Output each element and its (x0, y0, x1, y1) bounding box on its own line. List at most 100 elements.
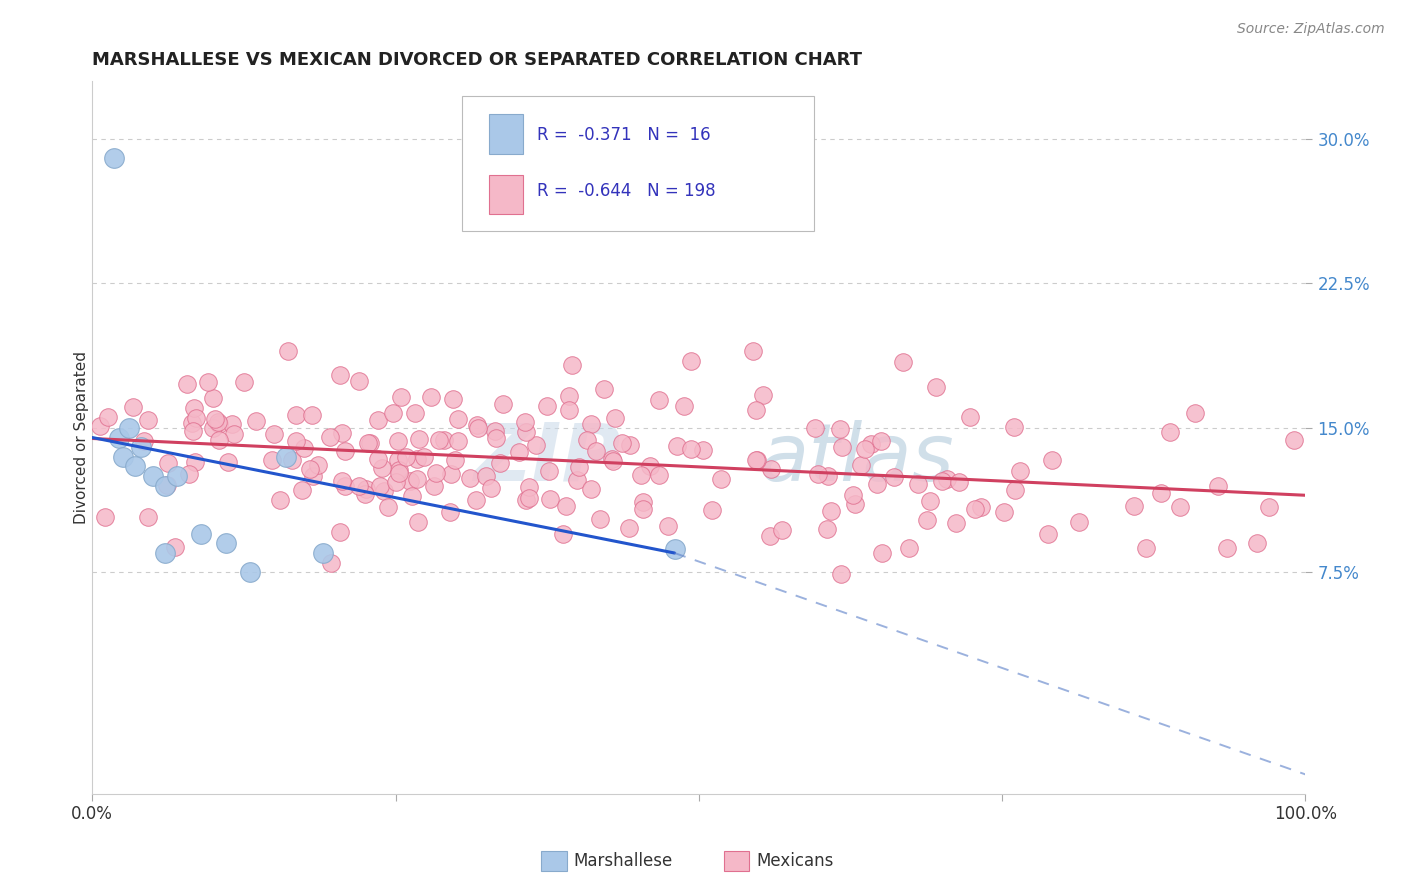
Point (176, 377, 198, 392)
Point (915, 512, 938, 526)
Point (517, 480, 540, 494)
Point (1168, 500, 1191, 515)
Point (993, 505, 1015, 519)
Point (464, 492, 486, 507)
Point (492, 396, 515, 410)
Point (387, 434, 409, 448)
Point (395, 450, 418, 464)
Point (263, 426, 285, 441)
Point (1216, 541, 1239, 556)
Point (108, 430, 131, 444)
Point (666, 439, 689, 453)
FancyBboxPatch shape (463, 95, 814, 231)
Point (851, 458, 873, 473)
Point (585, 443, 607, 458)
Point (156, 477, 179, 491)
Point (388, 463, 411, 477)
Point (136, 510, 159, 524)
Point (657, 519, 679, 533)
Point (931, 474, 953, 488)
Point (356, 436, 378, 450)
Point (870, 546, 893, 560)
Point (579, 417, 602, 431)
Point (319, 430, 342, 444)
Point (367, 451, 389, 466)
Point (354, 482, 377, 496)
Point (217, 455, 239, 469)
Point (388, 466, 411, 480)
Point (406, 515, 429, 529)
Point (208, 433, 231, 447)
Point (330, 425, 353, 440)
Point (433, 433, 456, 447)
Point (605, 411, 627, 425)
Point (1208, 478, 1230, 492)
Point (538, 492, 561, 507)
Point (312, 546, 335, 560)
Point (575, 433, 598, 447)
Point (970, 500, 993, 515)
Point (166, 469, 188, 483)
Point (299, 462, 322, 476)
Point (485, 431, 508, 445)
Point (136, 412, 159, 426)
Point (631, 495, 654, 509)
Point (479, 481, 502, 495)
Point (284, 408, 307, 422)
Point (406, 451, 429, 466)
Point (602, 454, 624, 468)
Point (1184, 407, 1206, 421)
Point (124, 459, 146, 474)
Point (291, 483, 314, 498)
Point (153, 546, 176, 560)
Point (555, 499, 578, 513)
Point (820, 504, 842, 518)
Point (817, 468, 839, 483)
Point (277, 343, 299, 358)
Point (387, 453, 409, 467)
Point (1008, 464, 1031, 478)
Point (391, 390, 413, 404)
Point (245, 414, 267, 428)
Text: Source: ZipAtlas.com: Source: ZipAtlas.com (1237, 22, 1385, 37)
Text: R =  -0.644   N = 198: R = -0.644 N = 198 (537, 182, 716, 200)
Point (1150, 486, 1173, 500)
Point (844, 497, 866, 511)
Point (347, 374, 370, 388)
Point (132, 434, 155, 449)
Point (406, 472, 429, 486)
Point (121, 400, 143, 414)
Point (561, 358, 583, 372)
Point (294, 442, 316, 456)
Point (281, 452, 304, 467)
Point (828, 422, 851, 436)
Point (963, 502, 986, 516)
Point (891, 355, 914, 369)
Point (558, 403, 581, 417)
Point (870, 434, 893, 449)
Point (1246, 536, 1268, 550)
Point (742, 343, 765, 358)
Point (329, 368, 352, 382)
Point (581, 483, 603, 497)
Point (936, 472, 959, 486)
Point (860, 437, 883, 451)
Point (1067, 515, 1090, 529)
Point (948, 475, 970, 490)
Point (103, 152, 125, 166)
Point (1159, 425, 1181, 439)
Point (897, 541, 920, 555)
Point (142, 469, 165, 483)
Point (269, 493, 291, 508)
Point (204, 412, 226, 426)
Point (853, 442, 876, 457)
Point (239, 566, 262, 580)
Point (460, 471, 482, 485)
Point (214, 536, 236, 550)
Point (617, 521, 640, 535)
Point (347, 479, 370, 493)
Point (681, 354, 703, 368)
Point (648, 468, 671, 483)
Point (1004, 483, 1026, 497)
Point (221, 417, 243, 431)
